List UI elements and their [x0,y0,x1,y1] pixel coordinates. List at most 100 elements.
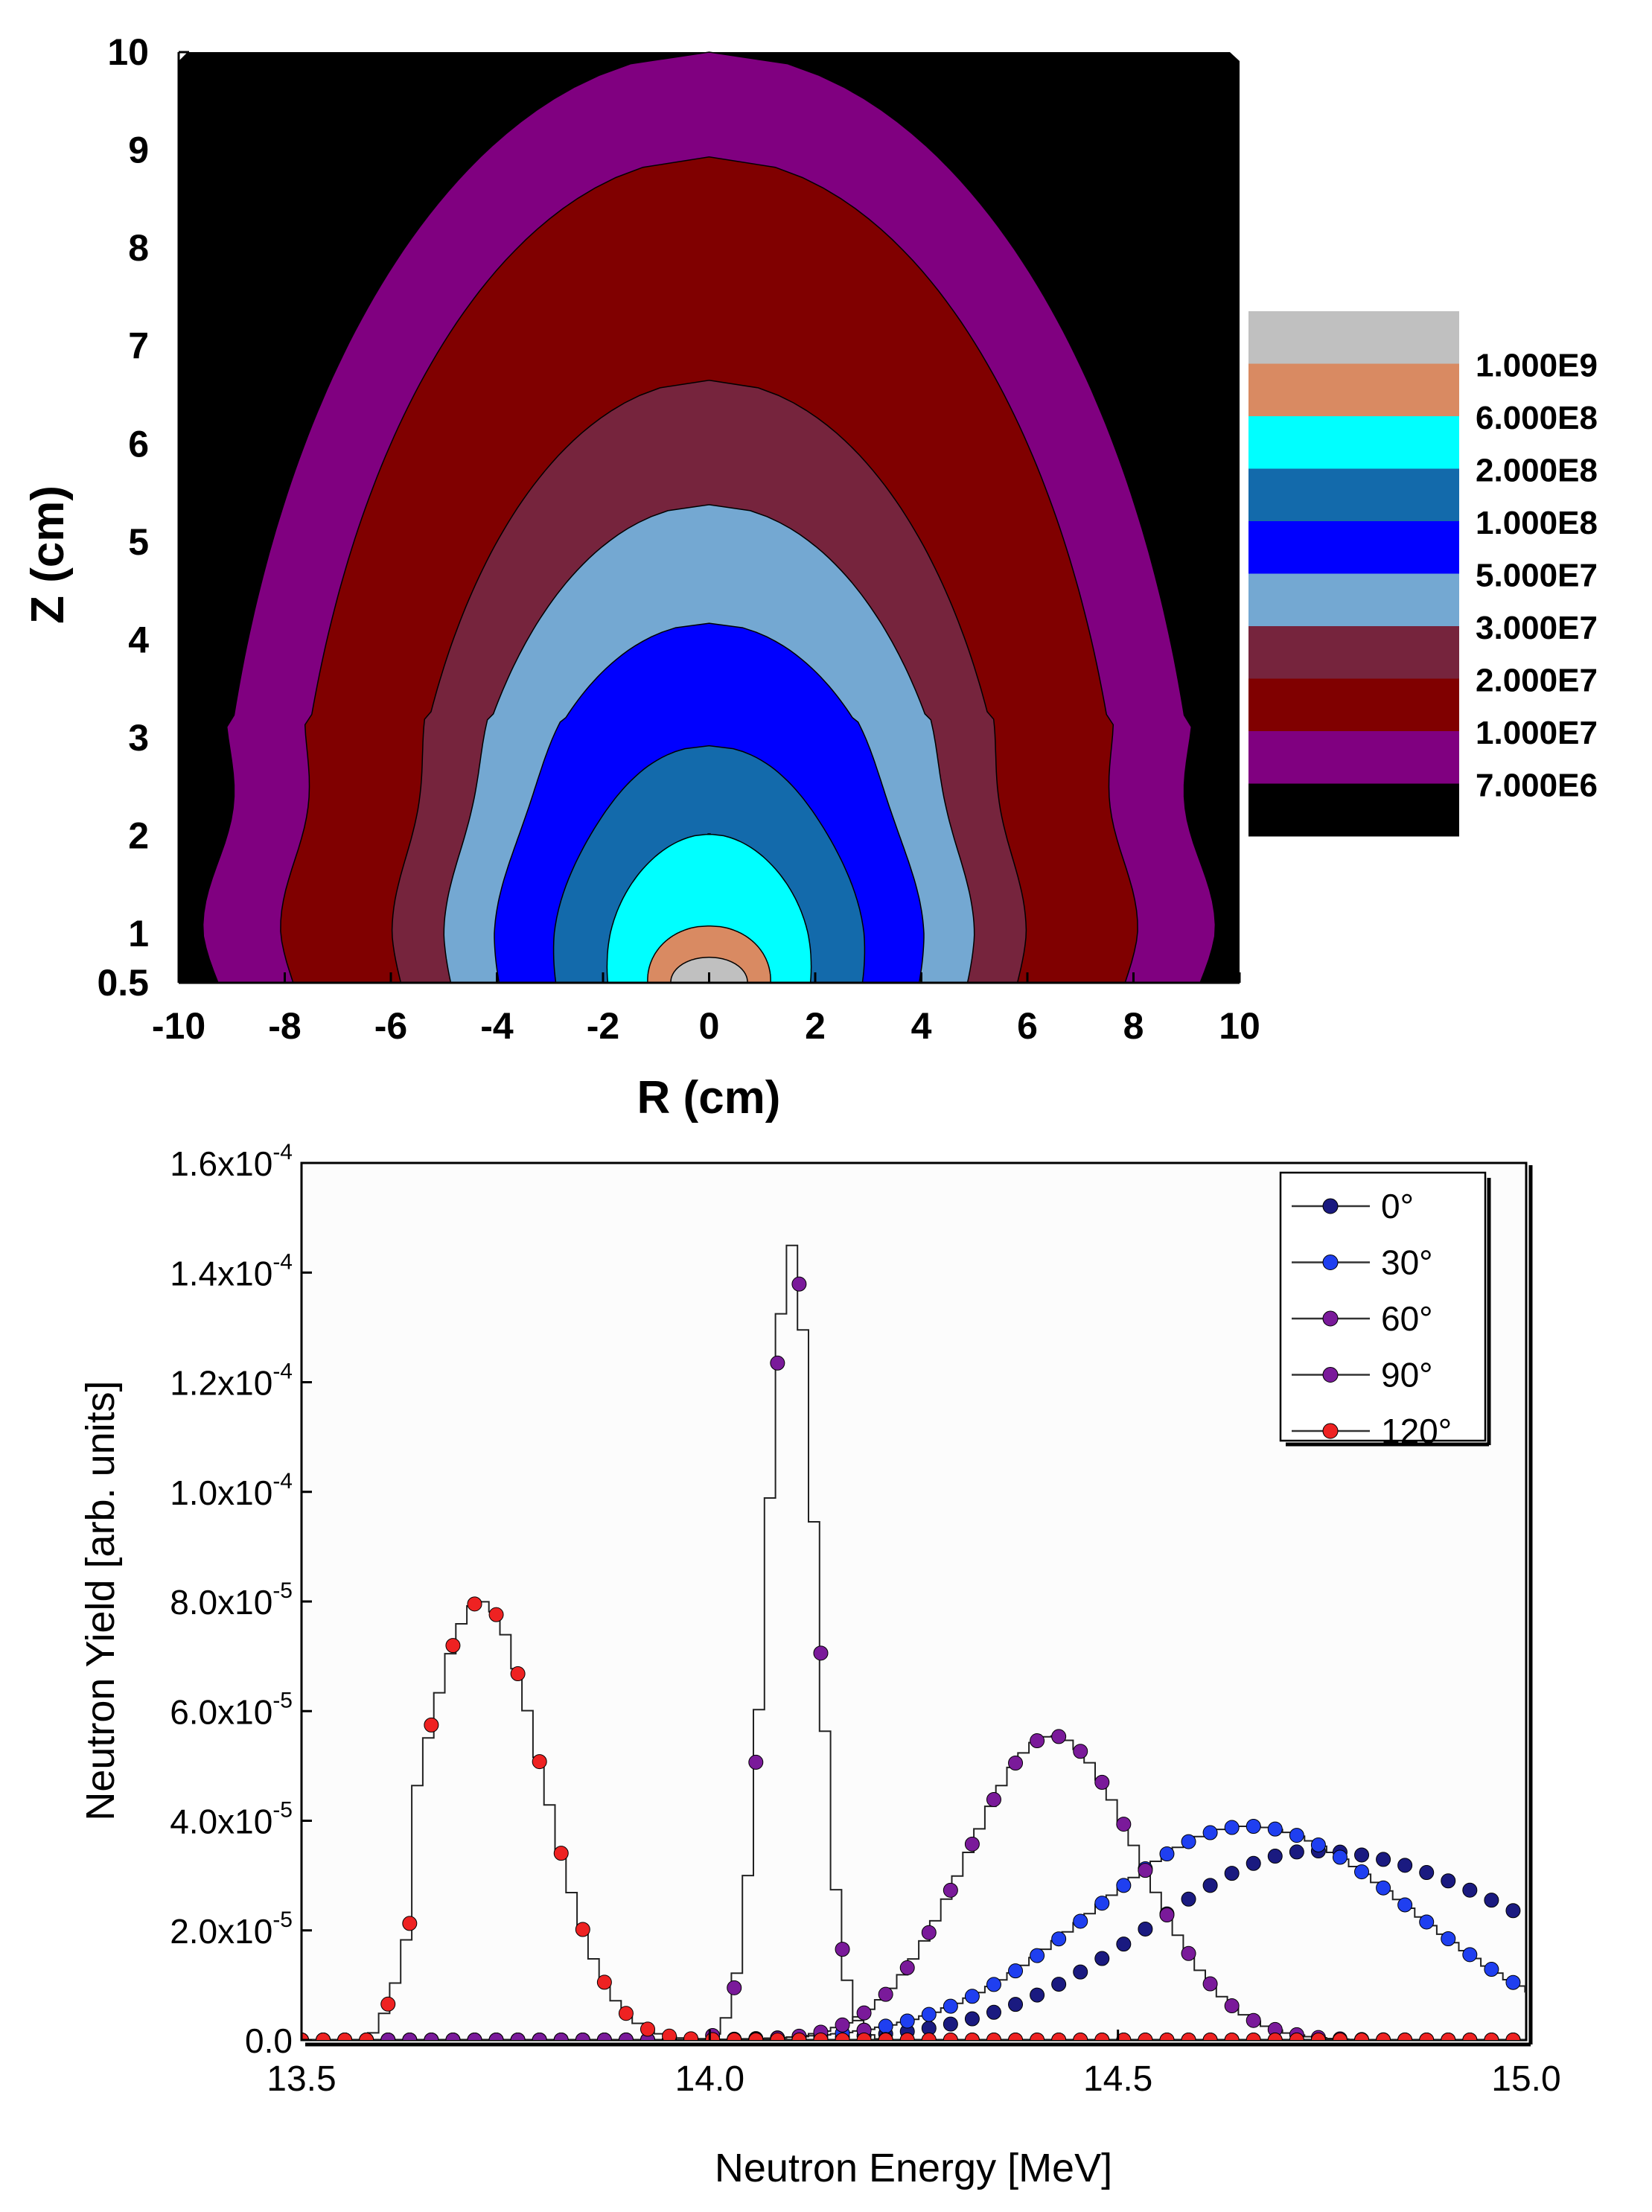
spectrum-y-tick-label: 1.0x10-4 [170,1469,293,1512]
contour-x-tick-label: 4 [911,1005,932,1047]
data-point-30° [1051,1931,1067,1947]
data-point-120° [1332,2033,1348,2040]
contour-x-ticks: -10 -8 -6 -4 -2 0 2 4 6 8 10 [152,972,1260,1047]
spectrum-y-ticks: 0.0 2.0x10-5 4.0x10-5 6.0x10-5 8.0x10-5 1.0x1… [170,1140,312,2060]
spectrum-y-tick-label: 0.0 [245,2021,293,2060]
data-point-30° [1181,1834,1196,1849]
colorbar-swatch [1248,573,1459,627]
data-point-120° [337,2033,353,2040]
data-point-0° [1462,1882,1478,1898]
data-point-0° [1419,1865,1435,1881]
data-point-60° [921,1925,937,1940]
data-point-30° [1159,1846,1175,1862]
data-point-0° [1484,1893,1499,1908]
contour-panel: -10 -8 -6 -4 -2 0 2 4 6 8 10 0.5 1 2 3 4 5 6 7 8 9 10 R (cm)… [22,31,1598,1123]
data-point-120° [575,1922,590,1937]
data-point-120° [1462,2033,1478,2040]
data-point-0° [1202,1878,1218,1893]
contour-y-tick-label: 2 [128,815,149,857]
data-point-120° [1051,2033,1067,2040]
legend-label: 30° [1381,1243,1433,1282]
data-point-60° [878,1986,893,2002]
data-point-60° [986,1791,1001,1807]
data-point-0° [943,2016,958,2032]
data-point-90° [402,2033,418,2040]
data-point-30° [1030,1948,1045,1963]
data-point-120° [1484,2033,1499,2040]
data-point-120° [1159,2033,1175,2040]
data-point-60° [1116,1817,1132,1832]
data-point-120° [1224,2033,1240,2040]
data-point-30° [1397,1897,1413,1913]
spectrum-y-tick-label: 1.2x10-4 [170,1360,293,1403]
data-point-120° [1397,2033,1413,2040]
data-point-120° [1246,2033,1261,2040]
data-point-90° [445,2033,461,2040]
data-point-0° [964,2011,980,2027]
data-point-120° [748,2032,764,2040]
colorbar-swatch [1248,416,1459,469]
spectrum-y-tick-label: 6.0x10-5 [170,1688,293,1731]
data-point-0° [1267,1849,1283,1864]
data-point-120° [986,2033,1001,2040]
data-point-30° [1310,1837,1326,1852]
data-point-60° [1224,1998,1240,2014]
data-point-30° [921,2007,937,2022]
contour-y-ticks: 0.5 1 2 3 4 5 6 7 8 9 10 [97,31,189,1004]
data-point-0° [1376,1852,1391,1867]
spectrum-x-tick-label: 15.0 [1491,2059,1560,2099]
contour-x-tick-label: -6 [374,1005,407,1047]
legend-marker [1322,1255,1339,1270]
contour-y-axis-label: Z (cm) [22,485,74,624]
data-point-30° [1462,1947,1478,1963]
data-point-30° [964,1989,980,2004]
data-point-30° [1008,1963,1024,1979]
spectrum-y-tick-label: 2.0x10-5 [170,1907,293,1951]
contour-x-tick-label: 2 [805,1005,826,1047]
data-point-120° [553,1846,569,1861]
data-point-60° [1008,1756,1024,1770]
spectrum-y-tick-label: 8.0x10-5 [170,1578,293,1622]
spectrum-markers [302,1276,1521,2040]
data-point-30° [986,1977,1001,1992]
data-point-120° [943,2033,958,2040]
colorbar-swatch [1248,311,1459,364]
data-point-120° [1138,2033,1153,2040]
colorbar-swatch [1248,626,1459,679]
legend-marker [1322,1310,1339,1327]
spectrum-y-tick-label: 1.6x10-4 [170,1140,293,1183]
spectrum-x-axis-label: Neutron Energy [MeV] [715,2146,1112,2190]
data-point-120° [532,1754,547,1770]
contour-x-tick-label: 10 [1219,1005,1260,1047]
spectrum-legend-box [1279,1171,1487,1442]
data-point-120° [1441,2033,1456,2040]
data-point-120° [1008,2033,1024,2040]
data-point-30° [1116,1878,1132,1893]
data-point-90° [835,1942,850,1957]
data-point-90° [488,2033,504,2040]
data-point-120° [662,2028,677,2040]
data-point-60° [1030,1733,1045,1749]
data-point-0° [1051,1977,1067,1992]
data-point-0° [1008,1997,1024,2012]
colorbar-label: 1.000E9 [1476,348,1598,384]
data-point-120° [316,2033,331,2040]
data-point-0° [1030,1987,1045,2003]
data-point-30° [1267,1821,1283,1837]
data-point-120° [596,1974,612,1990]
legend-label: 0° [1381,1187,1414,1225]
data-point-120° [683,2031,699,2040]
contour-y-tick-label: 0.5 [97,962,149,1004]
data-point-120° [488,1607,504,1622]
contour-bands [202,51,1216,984]
data-point-60° [1181,1945,1196,1961]
colorbar-swatch [1248,783,1459,837]
colorbar-swatch [1248,678,1459,732]
data-point-120° [467,1596,482,1612]
data-point-90° [532,2033,547,2040]
contour-corner-tr [1230,52,1240,61]
data-point-0° [1505,1903,1521,1919]
data-point-60° [1246,2012,1261,2028]
colorbar-label: 6.000E8 [1476,400,1598,436]
data-point-30° [878,2018,893,2034]
